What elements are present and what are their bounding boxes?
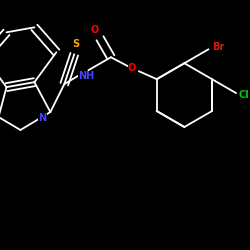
Text: N: N	[38, 113, 46, 123]
Text: O: O	[128, 63, 136, 73]
Text: S: S	[73, 39, 80, 49]
Text: NH: NH	[78, 71, 94, 81]
Text: Cl: Cl	[239, 90, 250, 100]
Text: Br: Br	[212, 42, 224, 52]
Text: O: O	[91, 25, 99, 35]
